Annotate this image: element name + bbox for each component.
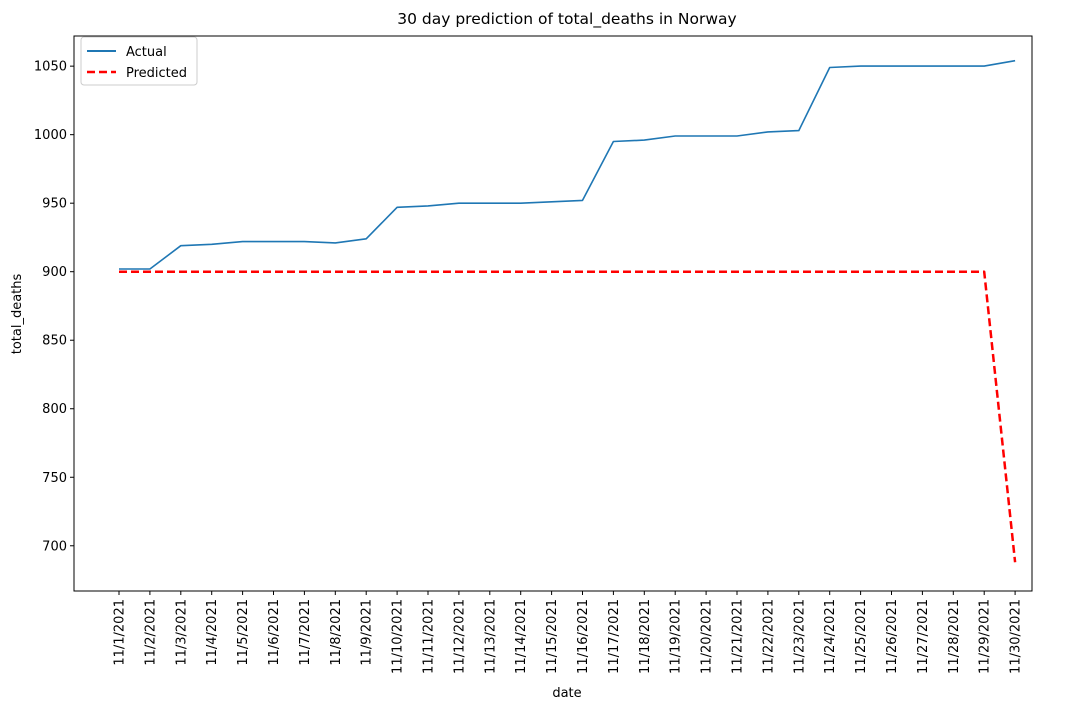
y-tick-label: 950 — [42, 197, 67, 212]
x-tick-label: 11/20/2021 — [700, 599, 715, 674]
legend-label-actual: Actual — [126, 45, 167, 60]
y-axis: 700 750 800 850 900 950 1000 1050 — [34, 60, 74, 554]
y-tick-label: 800 — [42, 402, 67, 417]
series-line-actual — [119, 59, 1016, 270]
x-tick-label: 11/13/2021 — [483, 599, 498, 674]
y-tick-label: 900 — [42, 265, 67, 280]
x-tick-label: 11/4/2021 — [205, 599, 220, 666]
x-tick-label: 11/8/2021 — [329, 599, 344, 666]
x-tick-label: 11/16/2021 — [576, 599, 591, 674]
plot-area — [73, 35, 1033, 592]
x-tick-label: 11/27/2021 — [916, 599, 931, 674]
x-axis-label: date — [552, 686, 581, 701]
x-tick-label: 11/9/2021 — [360, 599, 375, 666]
x-tick-label: 11/7/2021 — [298, 599, 313, 666]
y-tick-label: 700 — [42, 539, 67, 554]
x-tick-label: 11/15/2021 — [545, 599, 560, 674]
y-tick-label: 1000 — [34, 128, 67, 143]
x-tick-label: 11/24/2021 — [823, 599, 838, 674]
x-tick-label: 11/29/2021 — [978, 599, 993, 674]
x-tick-label: 11/28/2021 — [947, 599, 962, 674]
x-tick-label: 11/30/2021 — [1009, 599, 1024, 674]
legend-box — [80, 36, 198, 86]
y-tick-label: 850 — [42, 334, 67, 349]
x-tick-label: 11/2/2021 — [143, 599, 158, 666]
x-tick-label: 11/19/2021 — [669, 599, 684, 674]
x-tick-label: 11/6/2021 — [267, 599, 282, 666]
x-tick-label: 11/5/2021 — [236, 599, 251, 666]
legend-label-predicted: Predicted — [126, 66, 187, 81]
x-tick-label: 11/3/2021 — [174, 599, 189, 666]
x-tick-label: 11/11/2021 — [422, 599, 437, 674]
x-tick-label: 11/25/2021 — [854, 599, 869, 674]
x-tick-label: 11/21/2021 — [731, 599, 746, 674]
x-tick-label: 11/18/2021 — [638, 599, 653, 674]
chart-title: 30 day prediction of total_deaths in Nor… — [397, 10, 736, 29]
x-tick-label: 11/10/2021 — [391, 599, 406, 674]
x-tick-label: 11/17/2021 — [607, 599, 622, 674]
x-tick-label: 11/26/2021 — [885, 599, 900, 674]
x-tick-label: 11/12/2021 — [452, 599, 467, 674]
series-layer — [119, 59, 1017, 563]
x-tick-label: 11/1/2021 — [113, 599, 128, 666]
series-line-predicted — [119, 270, 1017, 563]
y-tick-label: 1050 — [34, 60, 67, 75]
x-tick-label: 11/22/2021 — [761, 599, 776, 674]
x-tick-label: 11/23/2021 — [792, 599, 807, 674]
y-axis-label: total_deaths — [10, 274, 25, 355]
x-axis: 11/1/2021 11/2/2021 11/3/2021 11/4/2021 11/5… — [113, 591, 1024, 674]
x-tick-label: 11/14/2021 — [514, 599, 529, 674]
legend: Actual Predicted — [80, 36, 198, 86]
y-tick-label: 750 — [42, 471, 67, 486]
